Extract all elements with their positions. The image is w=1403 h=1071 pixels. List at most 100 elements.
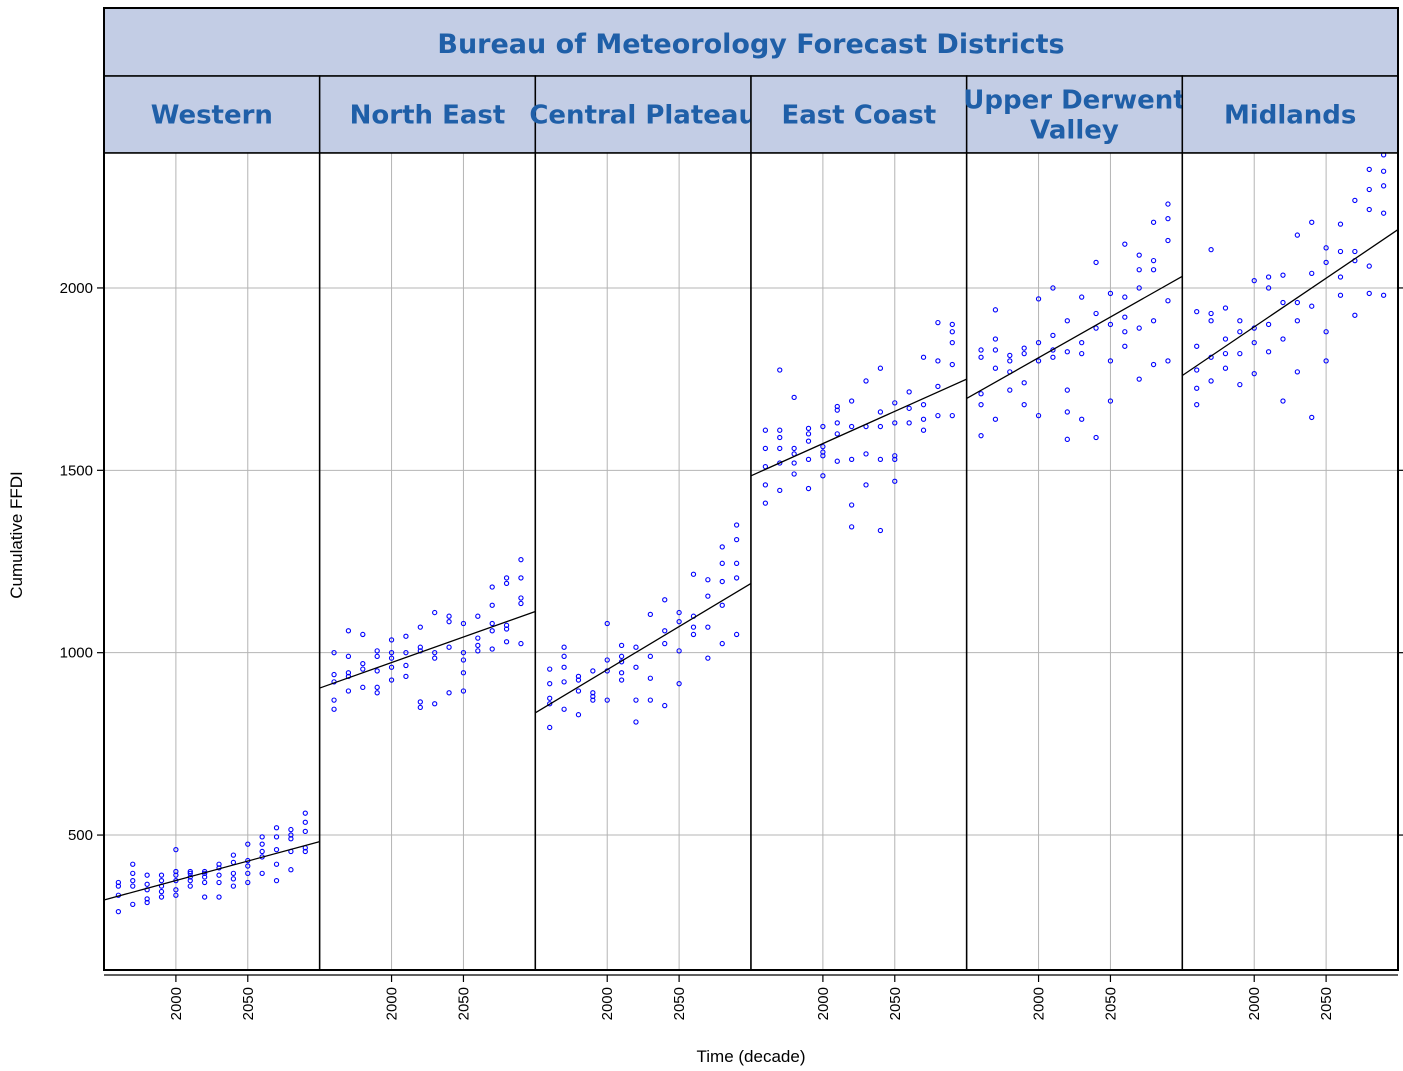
data-point — [561, 664, 567, 670]
data-point — [848, 423, 855, 430]
data-point — [230, 876, 237, 882]
trend-line-east-coast — [750, 378, 967, 477]
data-point — [288, 867, 294, 873]
data-point — [777, 434, 783, 441]
data-point — [1294, 318, 1301, 324]
data-point — [935, 358, 941, 364]
data-point — [777, 487, 783, 494]
data-point — [158, 877, 165, 884]
data-point — [345, 653, 352, 659]
data-point — [547, 724, 553, 731]
data-point — [834, 431, 840, 437]
data-point — [230, 883, 237, 889]
data-point — [863, 378, 869, 384]
data-point — [1150, 361, 1157, 368]
data-point — [561, 679, 567, 685]
data-point — [130, 883, 136, 889]
data-point — [403, 633, 409, 639]
data-point — [575, 677, 582, 683]
data-point — [1079, 350, 1085, 357]
data-point — [1309, 219, 1315, 225]
data-point — [187, 870, 193, 876]
data-point — [273, 846, 280, 853]
data-point — [216, 861, 222, 867]
strip-label-upper-derwent-valley: Valley — [1030, 116, 1119, 146]
data-point — [820, 443, 826, 450]
data-point — [1208, 310, 1214, 317]
data-point — [503, 639, 510, 645]
plot-area-western — [104, 153, 320, 970]
data-point — [187, 877, 193, 884]
data-point — [245, 841, 251, 847]
data-point — [547, 701, 553, 707]
data-point — [1079, 340, 1085, 346]
data-point — [1093, 325, 1099, 331]
data-point — [1093, 259, 1099, 266]
data-point — [1021, 350, 1027, 357]
data-point — [245, 870, 251, 876]
strip-label-central-plateau: Central Plateau — [529, 101, 757, 131]
data-point — [201, 874, 208, 880]
x-tick-label-2050: 2050 — [887, 987, 904, 1020]
data-point — [1208, 247, 1214, 253]
data-point — [489, 620, 495, 627]
data-point — [187, 883, 193, 889]
data-point — [1337, 221, 1344, 227]
data-point — [647, 653, 654, 659]
x-axis-label: Time (decade) — [697, 1047, 806, 1066]
data-point — [618, 653, 625, 659]
data-point — [1122, 294, 1128, 300]
data-point — [1136, 267, 1142, 273]
data-point — [273, 877, 280, 884]
data-point — [432, 655, 438, 661]
data-point — [733, 536, 740, 543]
data-point — [1280, 299, 1286, 306]
data-point — [676, 648, 682, 654]
data-point — [733, 631, 740, 638]
data-point — [1107, 290, 1114, 297]
data-point — [1208, 378, 1214, 384]
x-tick-label-2050: 2050 — [240, 987, 257, 1020]
data-point — [848, 456, 855, 463]
data-point — [1237, 381, 1243, 388]
x-tick-label-2050: 2050 — [671, 987, 688, 1020]
data-point — [475, 635, 481, 641]
data-point — [949, 321, 955, 328]
data-point — [877, 409, 884, 415]
data-point — [503, 626, 510, 632]
strip-label-upper-derwent-valley: Upper Derwent — [963, 86, 1185, 116]
data-point — [446, 690, 452, 696]
data-point — [144, 881, 150, 887]
data-point — [604, 657, 610, 663]
data-point — [1035, 412, 1042, 419]
data-point — [877, 365, 884, 371]
data-point — [1021, 345, 1027, 351]
data-point — [388, 637, 395, 643]
data-point — [877, 527, 884, 534]
chart-title-strip: Bureau of Meteorology Forecast Districts — [103, 7, 1399, 77]
data-point — [1035, 358, 1042, 364]
data-point — [877, 456, 884, 463]
data-point — [575, 712, 582, 718]
data-point — [518, 557, 524, 563]
data-point — [1294, 299, 1301, 306]
data-point — [1237, 350, 1243, 357]
data-point — [345, 670, 352, 676]
data-point — [1064, 318, 1070, 324]
data-point — [820, 423, 826, 430]
data-point — [647, 697, 654, 703]
data-point — [590, 697, 596, 703]
data-point — [489, 628, 495, 634]
data-point — [1136, 285, 1142, 291]
data-point — [460, 620, 467, 627]
data-point — [906, 405, 912, 411]
data-point — [130, 870, 136, 876]
chart-title: Bureau of Meteorology Forecast Districts — [437, 29, 1064, 60]
data-point — [1222, 365, 1229, 371]
data-point — [1222, 350, 1229, 357]
data-point — [1165, 358, 1171, 364]
data-point — [1194, 343, 1200, 349]
data-point — [633, 644, 639, 650]
data-point — [1309, 270, 1315, 277]
data-point — [547, 666, 553, 672]
